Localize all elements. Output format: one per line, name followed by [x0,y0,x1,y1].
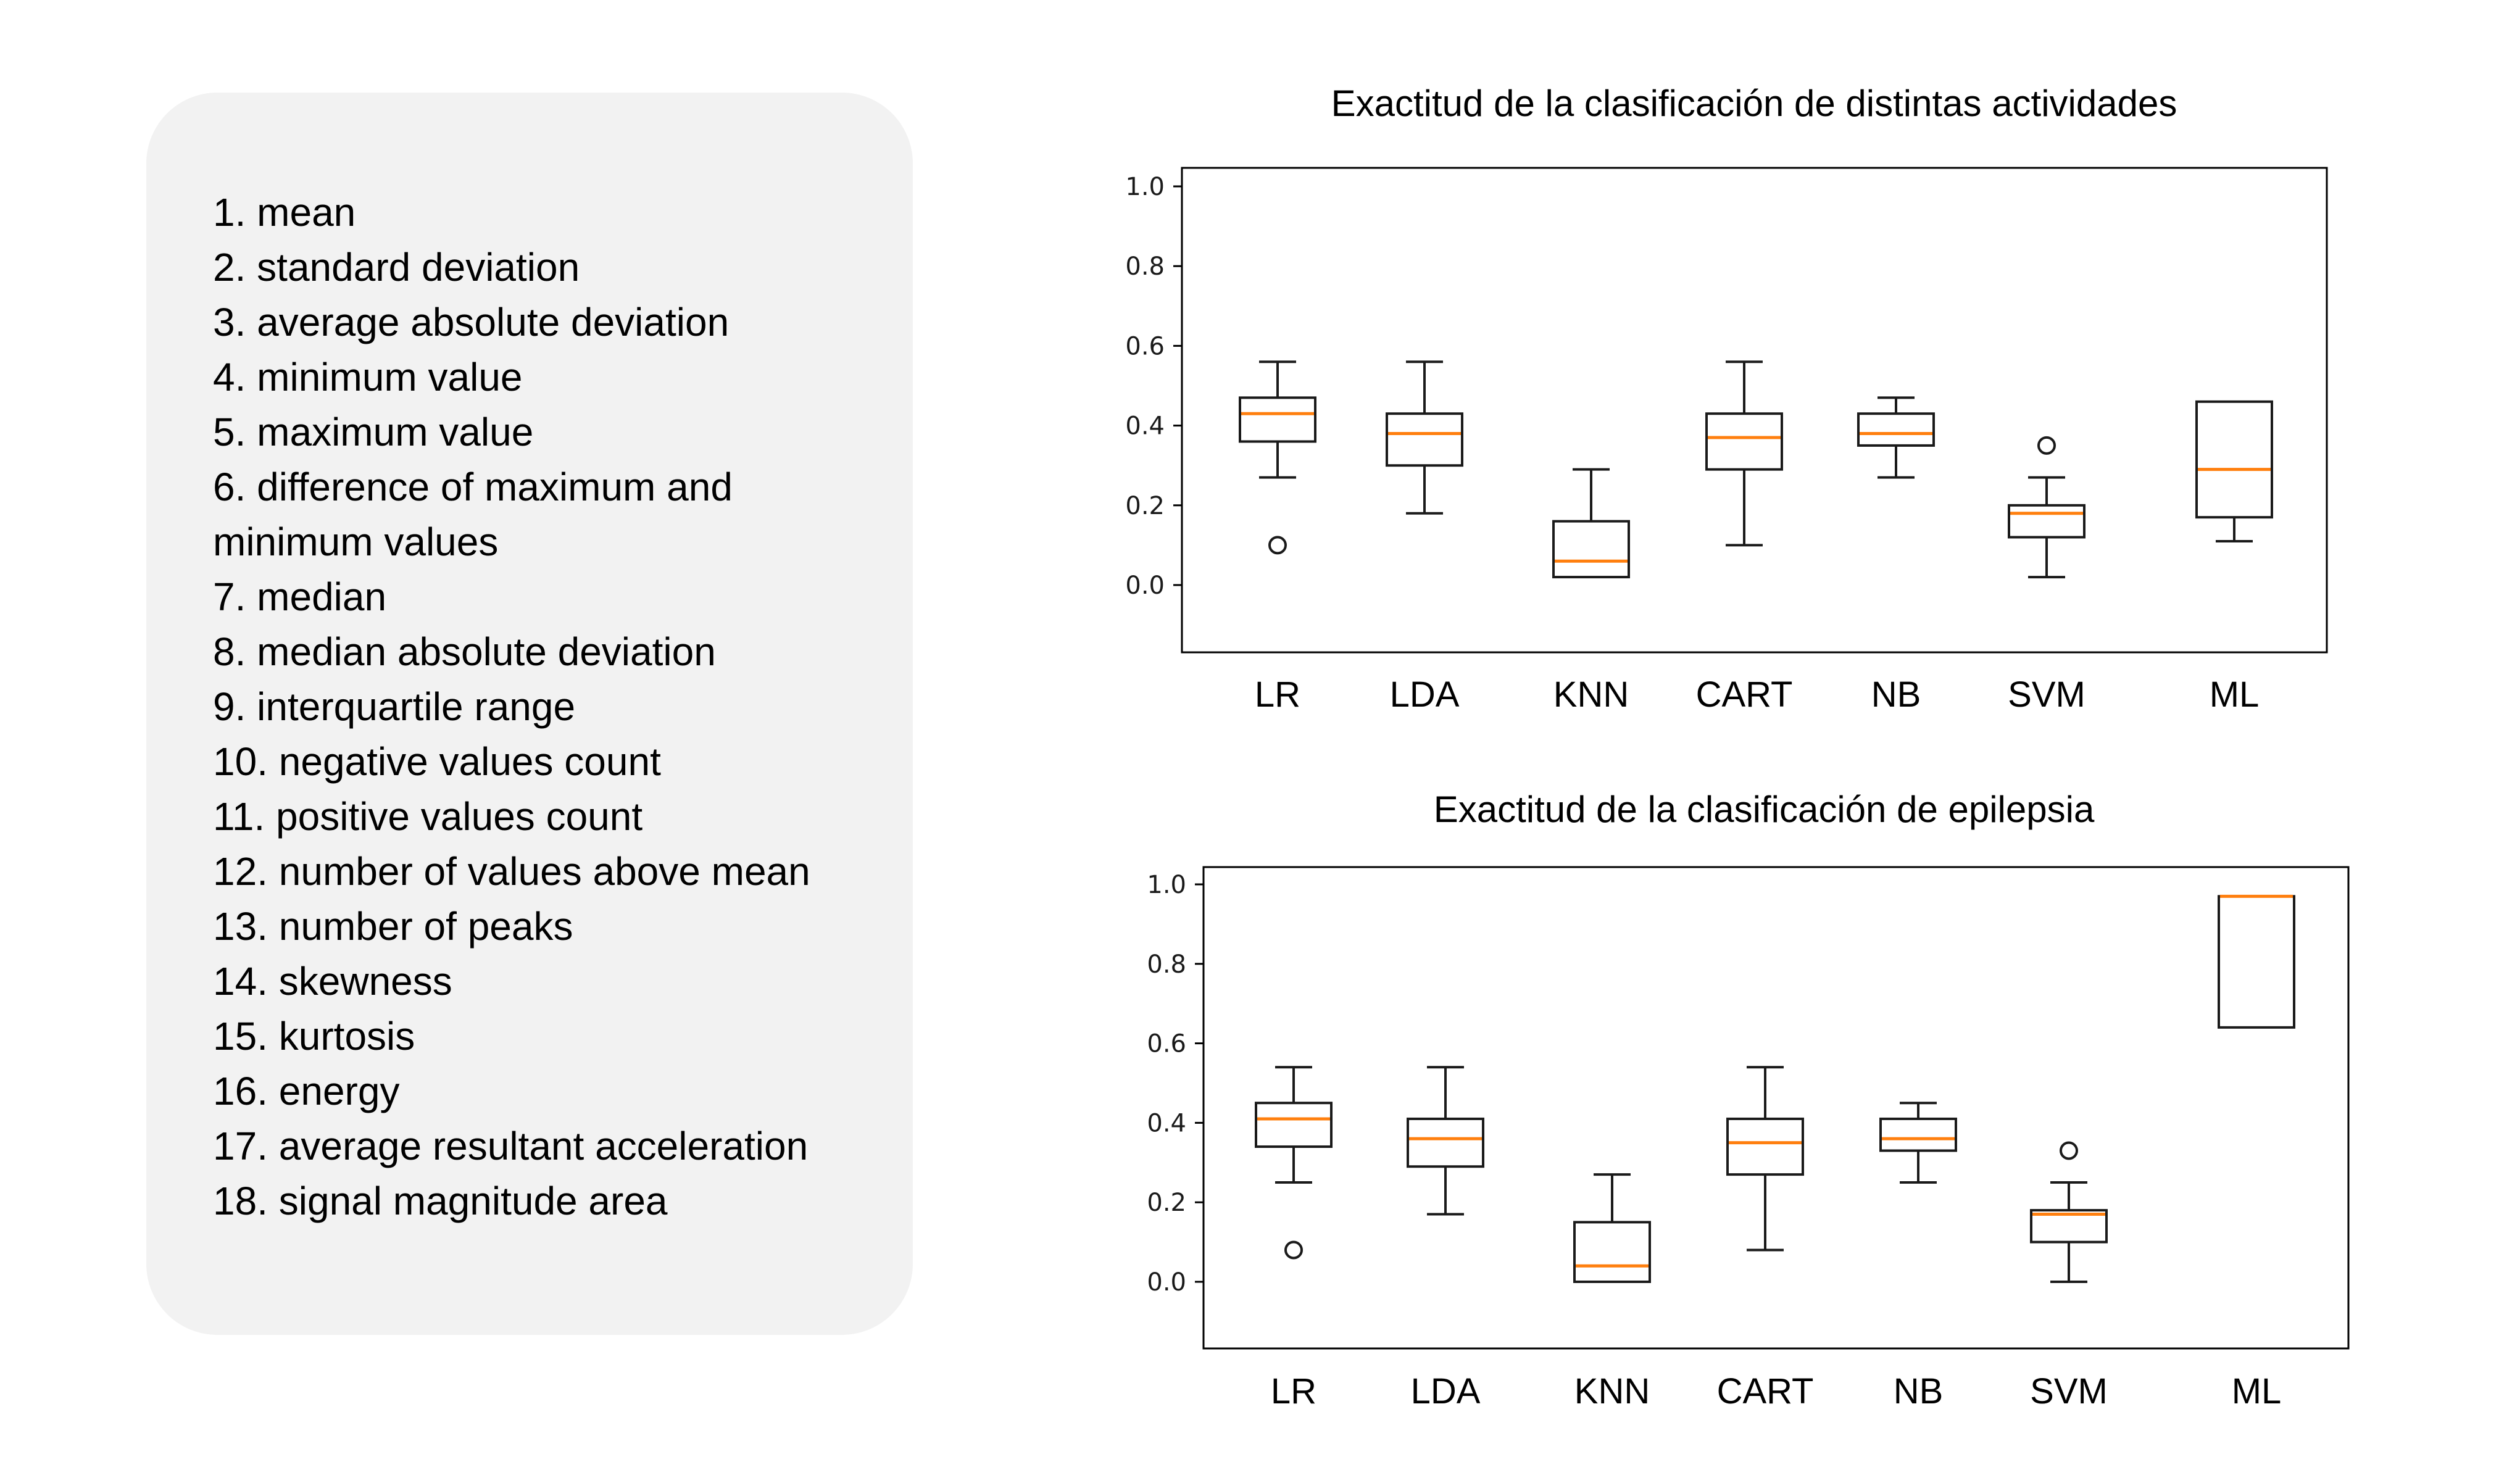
features-panel: 1. mean 2. standard deviation 3. average a… [146,93,913,1335]
category-label: SVM [2030,1371,2108,1411]
category-label: ML [2210,675,2260,715]
feature-item: 14. skewness [213,959,452,1003]
category-label: ML [2232,1371,2282,1411]
feature-item: minimum values [213,520,499,564]
y-tick-label: 0.6 [1125,332,1165,360]
y-tick-label: 1.0 [1125,173,1165,201]
box-cart [1726,1066,1804,1252]
y-tick-label: 0.0 [1125,571,1165,600]
outlier-point [1284,1240,1303,1260]
box-ml [2195,400,2273,542]
y-tick-label: 0.4 [1125,412,1165,441]
box-lr [1239,360,1316,555]
feature-item: 11. positive values count [213,794,643,839]
box-nb [1879,1102,1957,1184]
feature-item: 7. median [213,575,387,619]
plot-frame [1202,866,2350,1350]
feature-item: 17. average resultant acceleration [213,1124,809,1168]
category-label: KNN [1553,675,1629,715]
feature-item: 8. median absolute deviation [213,629,716,674]
outlier-point [1268,536,1287,555]
box-lda [1386,360,1463,515]
box-svm [2008,436,2085,579]
y-tick-label: 0.6 [1147,1030,1186,1058]
box-cart [1705,360,1783,547]
box-knn [1552,468,1630,579]
iqr-box [2218,895,2295,1029]
feature-item: 4. minimum value [213,355,523,399]
iqr-box [1552,520,1630,579]
iqr-box [1857,412,1935,447]
iqr-box [2030,1209,2108,1244]
feature-item: 1. mean [213,190,356,235]
chart-title: Exactitud de la clasificación de epileps… [1434,789,2095,830]
category-label: CART [1717,1371,1814,1411]
feature-item: 6. difference of maximum and [213,465,733,509]
box-knn [1573,1173,1651,1284]
iqr-box [2195,400,2273,519]
category-label: NB [1894,1371,1944,1411]
category-label: NB [1871,675,1921,715]
box-svm [2030,1141,2108,1283]
y-tick-label: 1.0 [1147,871,1186,899]
feature-item: 10. negative values count [213,739,661,784]
features-list: 1. mean 2. standard deviation 3. average a… [213,185,810,1229]
y-tick-label: 0.2 [1125,492,1165,520]
plot-frame [1181,167,2328,654]
box-nb [1857,396,1935,479]
iqr-box [1239,396,1316,443]
outlier-point [2060,1141,2078,1160]
feature-item: 18. signal magnitude area [213,1179,668,1223]
feature-item: 5. maximum value [213,410,534,454]
y-tick-label: 0.4 [1147,1109,1186,1137]
box-lr [1255,1066,1333,1260]
iqr-box [1386,412,1463,467]
iqr-box [1705,412,1783,471]
category-label: KNN [1574,1371,1650,1411]
iqr-box [1407,1117,1484,1168]
iqr-box [1255,1102,1333,1148]
y-tick-label: 0.0 [1147,1268,1186,1297]
category-label: SVM [2008,675,2085,715]
y-tick-label: 0.8 [1125,252,1165,281]
feature-item: 15. kurtosis [213,1014,415,1058]
category-label: LR [1271,1371,1316,1411]
iqr-box [1879,1117,1957,1152]
iqr-box [1726,1117,1804,1176]
category-label: LDA [1411,1371,1481,1411]
chart-1: Exactitud de la clasificación de distint… [1125,83,2328,715]
iqr-box [2008,504,2085,539]
feature-item: 3. average absolute deviation [213,300,730,344]
feature-item: 16. energy [213,1069,400,1113]
category-label: CART [1696,675,1793,715]
chart-title: Exactitud de la clasificación de distint… [1331,83,2177,124]
iqr-box [1573,1221,1651,1284]
y-tick-label: 0.2 [1147,1189,1186,1217]
y-tick-label: 0.8 [1147,950,1186,979]
category-label: LR [1255,675,1300,715]
feature-item: 13. number of peaks [213,904,573,949]
feature-item: 12. number of values above mean [213,849,810,894]
box-ml [2218,894,2295,1029]
category-label: LDA [1390,675,1460,715]
box-lda [1407,1066,1484,1216]
feature-item: 2. standard deviation [213,245,580,289]
feature-item: 9. interquartile range [213,684,576,729]
outlier-point [2037,436,2056,455]
chart-2: Exactitud de la clasificación de epileps… [1147,789,2350,1411]
